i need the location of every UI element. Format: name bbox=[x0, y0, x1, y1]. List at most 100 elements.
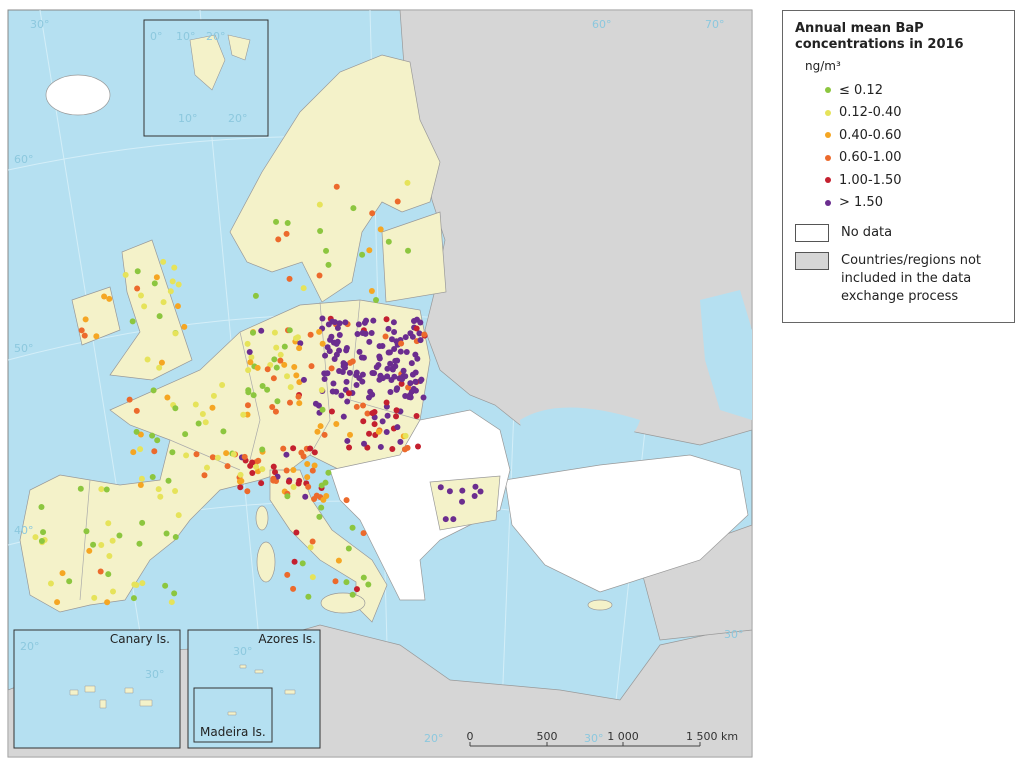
station-dot bbox=[405, 384, 412, 391]
station-dot bbox=[122, 271, 129, 278]
legend-label: 0.12-0.40 bbox=[839, 105, 902, 121]
station-dot bbox=[134, 268, 141, 275]
station-dot bbox=[406, 394, 413, 401]
station-dot bbox=[336, 331, 343, 338]
legend-label: No data bbox=[841, 225, 893, 240]
station-dot bbox=[323, 247, 330, 254]
station-dot bbox=[83, 528, 90, 535]
station-dot bbox=[209, 454, 216, 461]
legend-item: 0.60-1.00 bbox=[825, 147, 1002, 170]
station-dot bbox=[394, 198, 401, 205]
station-dot bbox=[255, 457, 262, 464]
station-dot bbox=[353, 372, 360, 379]
station-dot bbox=[353, 586, 360, 593]
station-dot bbox=[410, 317, 417, 324]
station-dot bbox=[418, 376, 425, 383]
station-dot bbox=[340, 413, 347, 420]
station-dot bbox=[138, 475, 145, 482]
scale-label: 500 bbox=[537, 730, 558, 743]
scale-label: 0 bbox=[467, 730, 474, 743]
station-dot bbox=[325, 469, 332, 476]
station-dot bbox=[78, 327, 85, 334]
station-dot bbox=[416, 330, 423, 337]
legend-label: 0.60-1.00 bbox=[839, 150, 902, 166]
station-dot bbox=[283, 230, 290, 237]
station-dot bbox=[295, 393, 302, 400]
legend-dot bbox=[825, 109, 831, 116]
legend-label: Countries/regions not included in the da… bbox=[841, 253, 982, 304]
station-dot bbox=[250, 392, 257, 399]
station-dot bbox=[417, 337, 424, 344]
station-dot bbox=[169, 278, 176, 285]
station-dot bbox=[272, 408, 279, 415]
station-dot bbox=[312, 400, 319, 407]
station-dot bbox=[359, 330, 366, 337]
legend-swatch bbox=[795, 252, 829, 270]
station-dot bbox=[328, 333, 335, 340]
graticule-label: 0° bbox=[150, 30, 163, 43]
station-dot bbox=[137, 446, 144, 453]
station-dot bbox=[246, 348, 253, 355]
station-dot bbox=[371, 409, 378, 416]
station-dot bbox=[404, 179, 411, 186]
station-dot bbox=[384, 365, 391, 372]
station-dot bbox=[360, 402, 367, 409]
station-dot bbox=[414, 355, 421, 362]
station-dot bbox=[344, 398, 351, 405]
station-dot bbox=[244, 402, 251, 409]
station-dot bbox=[153, 274, 160, 281]
station-dot bbox=[400, 367, 407, 374]
station-dot bbox=[155, 486, 162, 493]
station-dot bbox=[244, 411, 251, 418]
station-dot bbox=[151, 280, 158, 287]
station-dot bbox=[286, 275, 293, 282]
stations bbox=[32, 179, 484, 606]
station-dot bbox=[103, 486, 110, 493]
station-dot bbox=[343, 378, 350, 385]
station-dot bbox=[259, 466, 266, 473]
station-dot bbox=[281, 343, 288, 350]
graticule-label: 60° bbox=[592, 18, 612, 31]
station-dot bbox=[141, 303, 148, 310]
station-dot bbox=[383, 399, 390, 406]
station-dot bbox=[253, 463, 260, 470]
station-dot bbox=[271, 329, 278, 336]
scale-label: 1 000 bbox=[607, 730, 639, 743]
station-dot bbox=[224, 463, 231, 470]
station-dot bbox=[252, 292, 259, 299]
station-dot bbox=[269, 403, 276, 410]
station-dot bbox=[209, 404, 216, 411]
station-dot bbox=[300, 285, 307, 292]
station-dot bbox=[391, 329, 398, 336]
legend-item: 0.40-0.60 bbox=[825, 124, 1002, 147]
station-dot bbox=[264, 366, 271, 373]
station-dot bbox=[171, 264, 178, 271]
svalbard-inset bbox=[143, 19, 269, 137]
station-dot bbox=[294, 334, 301, 341]
station-dot bbox=[181, 323, 188, 330]
station-dot bbox=[249, 329, 256, 336]
station-dot bbox=[368, 329, 375, 336]
station-dot bbox=[358, 354, 365, 361]
station-dot bbox=[365, 581, 372, 588]
station-dot bbox=[164, 394, 171, 401]
station-dot bbox=[182, 431, 189, 438]
station-dot bbox=[285, 478, 292, 485]
station-dot bbox=[459, 487, 466, 494]
station-dot bbox=[342, 319, 349, 326]
legend-label: ≤ 0.12 bbox=[839, 82, 883, 98]
station-dot bbox=[97, 568, 104, 575]
station-dot bbox=[311, 462, 318, 469]
station-dot bbox=[201, 472, 208, 479]
graticule-label: 20° bbox=[20, 640, 40, 653]
station-dot bbox=[192, 401, 199, 408]
station-dot bbox=[254, 364, 261, 371]
station-dot bbox=[343, 497, 350, 504]
station-dot bbox=[214, 454, 221, 461]
station-dot bbox=[328, 408, 335, 415]
station-dot bbox=[270, 463, 277, 470]
station-dot bbox=[389, 446, 396, 453]
station-dot bbox=[347, 431, 354, 438]
station-dot bbox=[311, 449, 318, 456]
station-dot bbox=[369, 210, 376, 217]
